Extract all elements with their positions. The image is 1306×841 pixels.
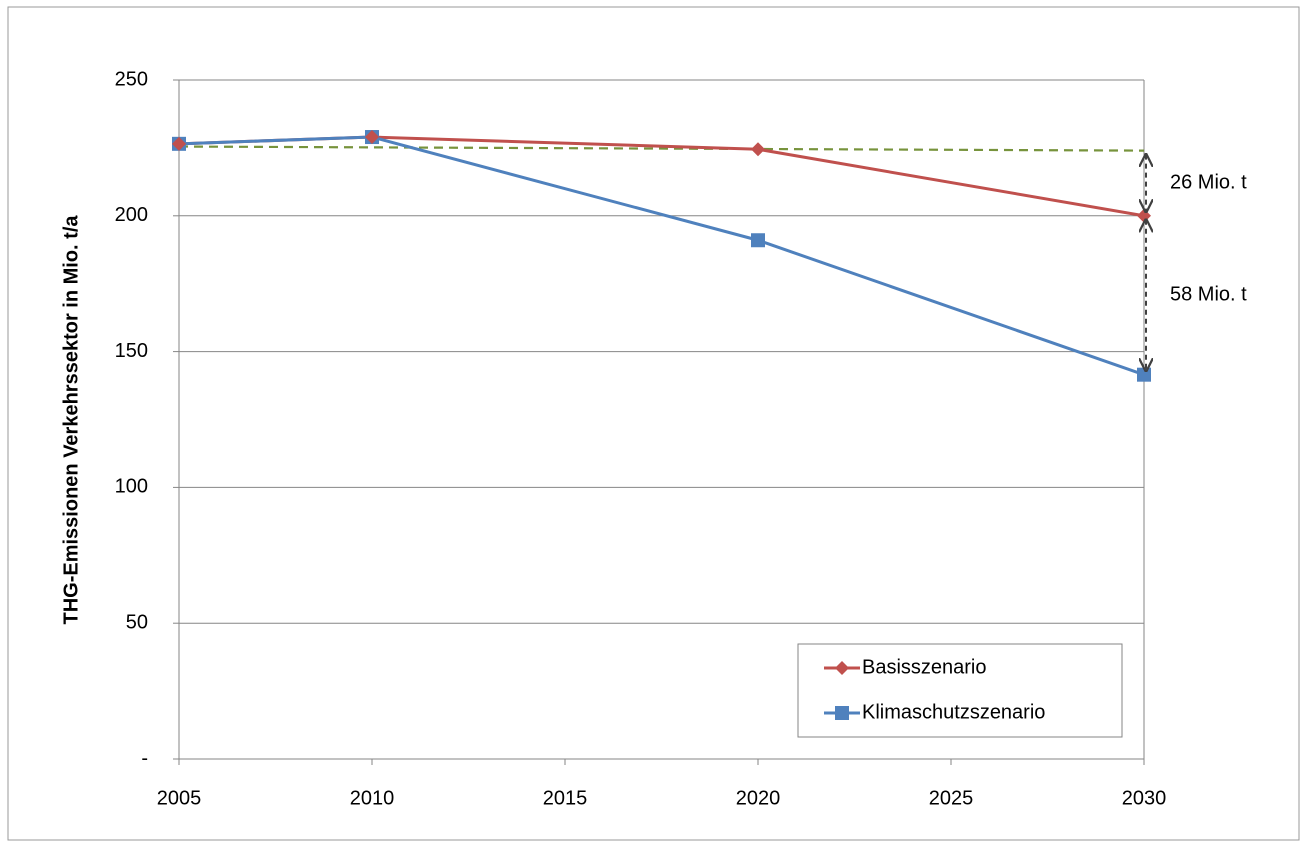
x-tick-label: 2030 [1122,787,1167,809]
annotation-label: 58 Mio. t [1170,284,1247,306]
y-tick-label: 50 [126,611,148,633]
marker [172,136,186,151]
marker [835,661,849,675]
reference-line [178,145,1145,152]
x-tick-label: 2020 [736,787,781,809]
legend-label: Basisszenario [862,656,987,678]
y-tick-label: - [141,747,148,769]
marker [751,233,765,248]
x-tick-label: 2005 [157,787,202,809]
marker [365,130,379,145]
y-tick-label: 150 [115,340,148,362]
x-tick-label: 2015 [543,787,588,809]
x-tick-label: 2025 [929,787,974,809]
x-tick-label: 2010 [350,787,395,809]
legend-box [797,643,1123,738]
annotation-label: 26 Mio. t [1170,171,1247,193]
marker [835,706,849,720]
y-tick-label: 250 [115,68,148,90]
marker [751,142,765,157]
y-tick-label: 100 [115,476,148,498]
y-tick-label: 200 [115,204,148,226]
y-axis-label: THG-Emissionen Verkehrssektor in Mio. t/… [60,215,82,625]
line [178,135,1145,377]
legend-label: Klimaschutzszenario [862,701,1045,723]
marker [1137,367,1151,382]
